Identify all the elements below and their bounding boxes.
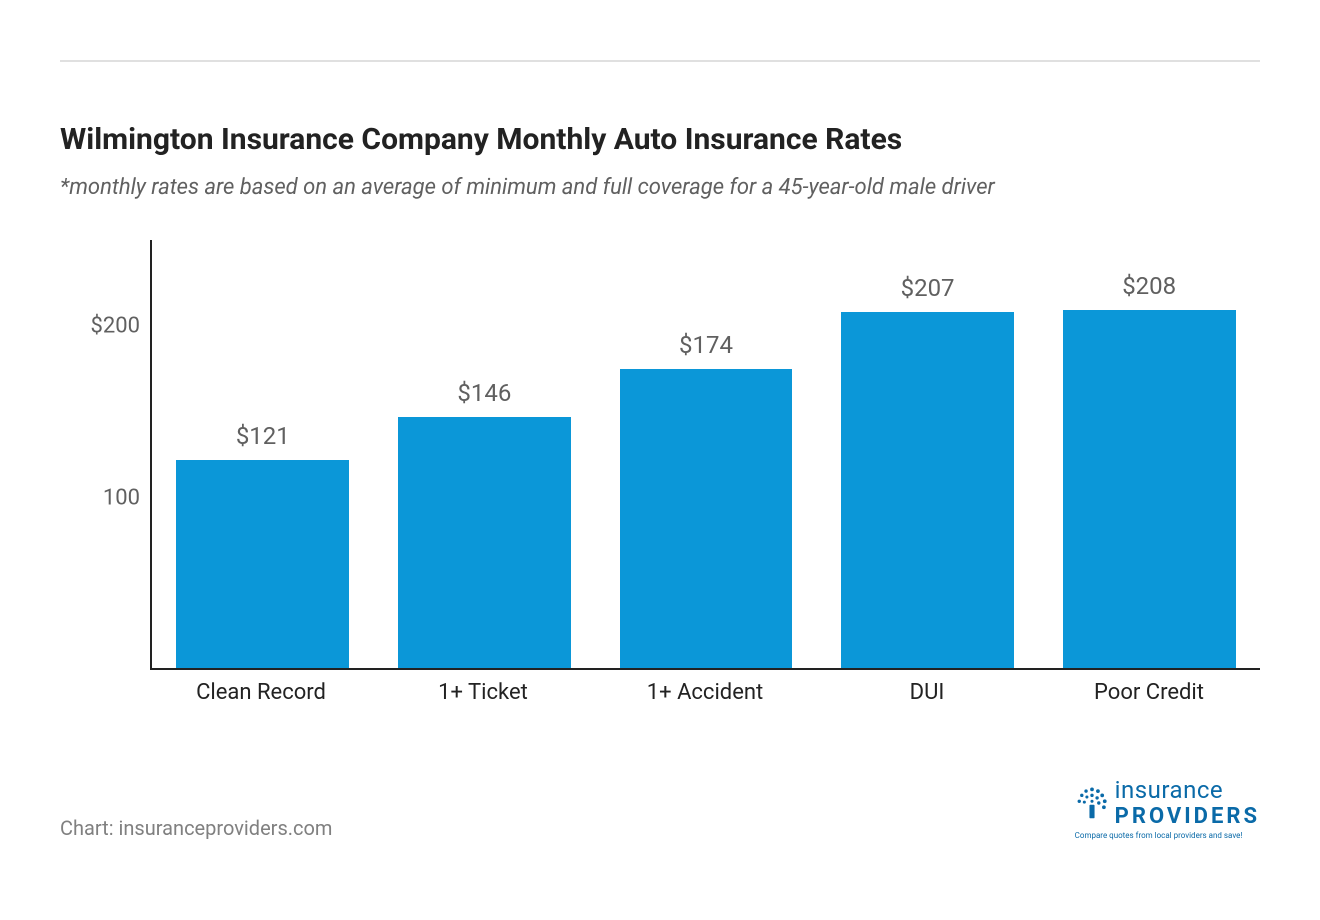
chart-area: 100 $200 $121 $146 $174 $207 $208 Clean Recor… [60, 240, 1260, 710]
x-axis-label: Poor Credit [1038, 680, 1260, 705]
bar-slot: $146 [374, 240, 596, 668]
y-tick-label: 100 [103, 486, 140, 511]
brand-logo: insurance PROVIDERS Compare quotes from … [1075, 776, 1260, 840]
top-rule [60, 60, 1260, 62]
y-axis: 100 $200 [60, 240, 150, 670]
chart-footer: Chart: insuranceproviders.com [60, 776, 1260, 840]
bar-slot: $121 [152, 240, 374, 668]
y-tick-label: $200 [91, 314, 140, 339]
chart-subtitle: *monthly rates are based on an average o… [60, 175, 1260, 200]
bar-value-label: $208 [1122, 272, 1176, 300]
logo-top-text: insurance [1115, 776, 1260, 804]
x-axis-label: 1+ Ticket [372, 680, 594, 705]
chart-title: Wilmington Insurance Company Monthly Aut… [60, 122, 1260, 157]
x-axis-label: Clean Record [150, 680, 372, 705]
x-axis-label: 1+ Accident [594, 680, 816, 705]
x-axis-labels: Clean Record1+ Ticket1+ AccidentDUIPoor … [150, 680, 1260, 705]
bar-value-label: $174 [679, 331, 733, 359]
bars-container: $121 $146 $174 $207 $208 [152, 240, 1260, 668]
bar [841, 312, 1014, 668]
bar [398, 417, 571, 668]
bar-value-label: $121 [236, 422, 290, 450]
bar-value-label: $146 [457, 379, 511, 407]
chart-source: Chart: insuranceproviders.com [60, 816, 332, 840]
logo-text: insurance PROVIDERS [1115, 776, 1260, 829]
plot-area: $121 $146 $174 $207 $208 [150, 240, 1260, 670]
x-axis-label: DUI [816, 680, 1038, 705]
bar [1063, 310, 1236, 668]
bar-value-label: $207 [901, 274, 955, 302]
logo-row: insurance PROVIDERS [1075, 776, 1260, 829]
logo-tagline: Compare quotes from local providers and … [1075, 831, 1243, 840]
bar-slot: $207 [817, 240, 1039, 668]
chart-page: Wilmington Insurance Company Monthly Aut… [0, 0, 1320, 920]
bar [176, 460, 349, 668]
bar [620, 369, 793, 668]
logo-bottom-text: PROVIDERS [1115, 804, 1260, 829]
bar-slot: $208 [1038, 240, 1260, 668]
logo-dots-icon [1075, 786, 1109, 820]
bar-slot: $174 [595, 240, 817, 668]
